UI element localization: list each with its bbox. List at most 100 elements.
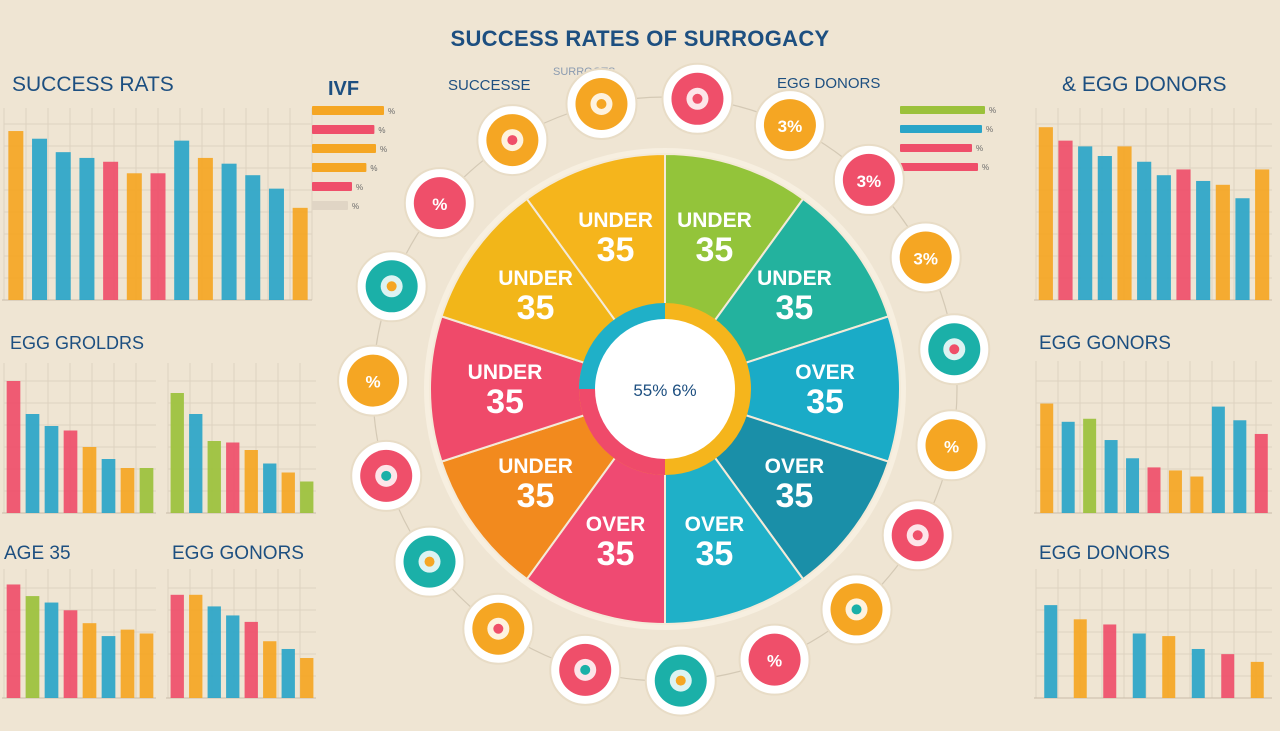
svg-text:3%: 3% bbox=[913, 249, 938, 268]
bar bbox=[1211, 406, 1225, 513]
pie-icon bbox=[350, 439, 423, 512]
bar bbox=[103, 161, 119, 300]
bar-chart-egg-grolders-b bbox=[166, 363, 316, 514]
bar bbox=[263, 463, 277, 513]
slice-value: 35 bbox=[776, 477, 814, 515]
bar bbox=[44, 602, 59, 698]
slice-value: 35 bbox=[517, 289, 555, 327]
percent-badge: % bbox=[403, 167, 476, 240]
slice-label: OVER bbox=[586, 513, 646, 536]
bar bbox=[900, 144, 972, 152]
panel-label-top-right: & EGG DONORS bbox=[1062, 73, 1227, 96]
bar bbox=[268, 188, 284, 300]
bar bbox=[63, 430, 78, 513]
slice-value: 35 bbox=[776, 289, 814, 327]
page-title: SUCCESS RATES OF SURROGACY bbox=[450, 26, 830, 51]
bar bbox=[312, 201, 348, 210]
bar bbox=[6, 584, 21, 698]
bar bbox=[244, 621, 258, 698]
bar bbox=[174, 140, 190, 300]
bar bbox=[1038, 127, 1053, 300]
sun-icon bbox=[476, 104, 549, 177]
bar bbox=[6, 381, 21, 513]
svg-text:3%: 3% bbox=[778, 117, 803, 136]
bar-label: % bbox=[370, 164, 377, 173]
slice-value: 35 bbox=[597, 231, 635, 269]
panel-label-age-35: AGE 35 bbox=[4, 543, 71, 564]
bar bbox=[139, 633, 154, 698]
bar bbox=[1132, 633, 1146, 698]
sun-icon bbox=[661, 62, 734, 135]
panel-label-egg-gonors-left: EGG GONORS bbox=[172, 543, 304, 564]
egg-icon bbox=[820, 573, 893, 646]
bar bbox=[1196, 180, 1211, 300]
pie-icon bbox=[462, 592, 535, 665]
hbar-chart-ivf: %%%%%% bbox=[312, 106, 395, 211]
bar bbox=[1191, 648, 1205, 698]
bar bbox=[312, 125, 375, 134]
slice-label: UNDER bbox=[578, 209, 653, 232]
slice-label: OVER bbox=[795, 361, 855, 384]
slice-value: 35 bbox=[517, 477, 555, 515]
percent-badge: 3% bbox=[753, 89, 826, 162]
panel-label-egg-donors-bottom: EGG DONORS bbox=[1039, 543, 1170, 564]
bar bbox=[312, 106, 384, 115]
bar-label: % bbox=[352, 202, 359, 211]
bar bbox=[207, 606, 221, 698]
bar bbox=[189, 414, 203, 513]
percent-badge: 3% bbox=[832, 143, 905, 216]
slice-value: 35 bbox=[486, 383, 524, 421]
slice-value: 35 bbox=[696, 535, 734, 573]
bar bbox=[292, 207, 308, 300]
slice-label: UNDER bbox=[498, 267, 573, 290]
svg-text:%: % bbox=[944, 437, 959, 456]
bar bbox=[189, 594, 203, 698]
bar-chart-age-35 bbox=[2, 569, 156, 699]
panel-label-egg-gonors-right: EGG GONORS bbox=[1039, 333, 1171, 354]
bar bbox=[1250, 661, 1264, 698]
bar bbox=[1126, 458, 1140, 513]
slice-label: UNDER bbox=[677, 209, 752, 232]
bar-chart-egg-grolders-a bbox=[2, 363, 156, 514]
bar bbox=[25, 414, 40, 513]
bar bbox=[1083, 418, 1097, 513]
bar bbox=[244, 450, 258, 513]
percent-badge: 3% bbox=[889, 221, 962, 294]
grid bbox=[1035, 569, 1272, 699]
bar bbox=[1190, 476, 1204, 513]
bar bbox=[1097, 156, 1112, 300]
egg-icon bbox=[881, 499, 954, 572]
bar bbox=[1168, 470, 1182, 513]
bar bbox=[1162, 636, 1176, 698]
bar bbox=[1221, 654, 1235, 698]
percent-badge: % bbox=[337, 344, 410, 417]
slice-value: 35 bbox=[597, 535, 635, 573]
bar bbox=[139, 468, 154, 513]
svg-text:3%: 3% bbox=[857, 172, 882, 191]
bar bbox=[312, 182, 352, 191]
panel-label-successe: SUCCESSE bbox=[448, 77, 531, 94]
slice-value: 35 bbox=[696, 231, 734, 269]
bar bbox=[1073, 619, 1087, 698]
bar-label: % bbox=[378, 126, 385, 135]
slice-label: UNDER bbox=[468, 361, 543, 384]
bar bbox=[1215, 184, 1230, 300]
bar bbox=[120, 629, 135, 698]
pie-slice bbox=[429, 315, 669, 463]
bar bbox=[1137, 161, 1152, 300]
bar bbox=[1117, 146, 1132, 300]
bar bbox=[1040, 403, 1054, 513]
bar-label: % bbox=[976, 144, 983, 153]
percent-badge: % bbox=[738, 623, 811, 696]
percent-badge: % bbox=[915, 409, 988, 482]
hbar-chart-egg-donors: %%%% bbox=[900, 106, 996, 172]
bar bbox=[312, 163, 367, 172]
bar-chart-success-rats bbox=[2, 108, 313, 301]
bar bbox=[300, 481, 314, 513]
bar bbox=[82, 623, 97, 698]
bar bbox=[1058, 140, 1073, 300]
pie-icon bbox=[393, 525, 466, 598]
slice-label: UNDER bbox=[757, 267, 832, 290]
bar-chart-egg-donors-right bbox=[1034, 108, 1272, 301]
slice-label: UNDER bbox=[498, 455, 573, 478]
